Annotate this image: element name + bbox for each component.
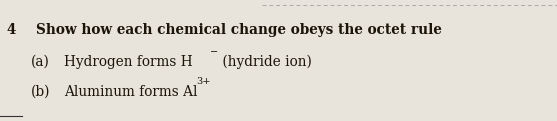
Text: Show how each chemical change obeys the octet rule: Show how each chemical change obeys the … [36, 23, 442, 37]
Text: −: − [210, 48, 218, 57]
Text: (b): (b) [31, 85, 50, 99]
Text: Aluminum forms Al: Aluminum forms Al [64, 85, 198, 99]
Text: (a): (a) [31, 55, 50, 69]
Text: 4: 4 [7, 23, 16, 37]
Text: (hydride ion): (hydride ion) [218, 55, 312, 69]
Text: Hydrogen forms H: Hydrogen forms H [64, 55, 193, 69]
Text: 3+: 3+ [197, 77, 211, 86]
